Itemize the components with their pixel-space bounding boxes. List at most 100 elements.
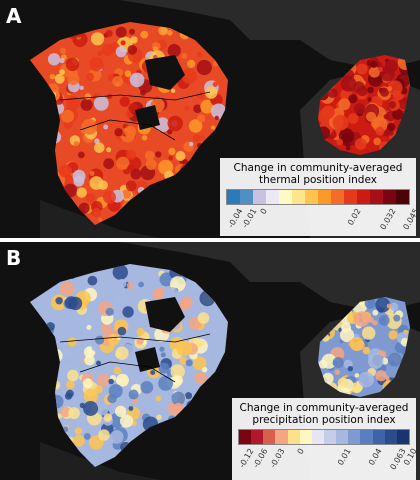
map-patch: [321, 59, 326, 64]
map-patch: [211, 196, 219, 204]
map-patch: [127, 45, 138, 55]
map-patch: [207, 26, 216, 35]
map-patch: [158, 192, 166, 200]
map-patch: [174, 430, 184, 439]
map-patch: [387, 86, 393, 91]
legend-swatch: [336, 430, 349, 444]
map-patch: [375, 126, 385, 136]
map-patch: [195, 424, 204, 433]
map-patch: [337, 377, 349, 389]
map-patch: [388, 130, 394, 136]
legend-swatch: [383, 190, 396, 204]
map-patch: [72, 434, 85, 447]
map-patch: [180, 163, 195, 178]
map-patch: [322, 300, 328, 307]
map-patch: [67, 369, 79, 382]
map-patch: [158, 376, 174, 391]
map-patch: [137, 206, 143, 212]
map-patch: [345, 145, 351, 151]
map-patch: [107, 94, 113, 99]
map-patch: [173, 402, 184, 413]
map-patch: [68, 296, 83, 311]
map-patch: [140, 381, 154, 394]
map-patch: [159, 272, 174, 287]
map-patch: [152, 288, 164, 301]
legend-title-line2-a: thermal position index: [259, 174, 377, 186]
map-patch: [367, 86, 374, 94]
map-patch: [175, 163, 188, 176]
map-patch: [167, 129, 173, 135]
map-patch: [379, 66, 395, 82]
map-patch: [141, 135, 148, 141]
map-patch: [47, 53, 61, 66]
map-patch: [348, 94, 358, 104]
map-patch: [83, 401, 99, 416]
map-patch: [52, 352, 59, 358]
map-patch: [59, 47, 67, 54]
map-patch: [338, 128, 355, 144]
map-patch: [89, 170, 95, 176]
legend-swatch: [370, 190, 383, 204]
map-patch: [357, 85, 368, 97]
map-patch: [96, 403, 109, 416]
map-patch: [114, 128, 123, 137]
map-patch: [321, 306, 330, 315]
map-patch: [329, 66, 337, 74]
europe-a: [318, 55, 410, 155]
map-patch: [214, 435, 224, 444]
legend-tick-label: 0.01: [336, 447, 353, 467]
map-patch: [151, 439, 159, 447]
map-patch: [181, 53, 188, 59]
map-patch: [320, 65, 325, 71]
map-patch: [354, 138, 367, 150]
map-patch: [194, 371, 207, 385]
map-patch: [318, 61, 334, 77]
map-patch: [187, 59, 196, 68]
map-patch: [372, 309, 379, 316]
map-patch: [181, 438, 188, 445]
map-patch: [387, 80, 403, 96]
map-patch: [372, 320, 378, 326]
map-patch: [129, 72, 145, 88]
map-patch: [64, 347, 76, 359]
legend-colorbar-a: [226, 189, 410, 205]
map-patch: [210, 125, 216, 130]
legend-swatch: [251, 430, 264, 444]
legend-title-line1-b: Change in community-averaged: [239, 402, 409, 414]
map-patch: [95, 335, 105, 345]
map-patch: [89, 57, 104, 72]
map-patch: [77, 151, 85, 159]
map-patch: [74, 427, 83, 435]
map-patch: [201, 366, 208, 373]
map-patch: [62, 426, 69, 432]
map-patch: [185, 166, 196, 177]
legend-colorbar-b: [238, 429, 410, 445]
map-patch: [186, 427, 192, 434]
map-patch: [156, 414, 162, 420]
map-patch: [192, 356, 207, 371]
north-america-b: [30, 264, 228, 467]
legend-swatch: [292, 190, 305, 204]
map-patch: [96, 360, 101, 366]
map-patch: [213, 378, 223, 387]
legend-swatch: [344, 190, 357, 204]
map-patch: [46, 322, 55, 331]
map-patch: [128, 389, 139, 400]
map-patch: [87, 275, 98, 286]
map-patch: [150, 370, 156, 375]
map-patch: [341, 322, 352, 333]
map-patch: [179, 454, 186, 461]
map-patch: [47, 278, 55, 286]
map-patch: [59, 69, 65, 75]
map-patch: [170, 364, 185, 379]
map-patch: [321, 105, 335, 119]
map-patch: [183, 105, 189, 111]
map-patch: [182, 159, 188, 165]
map-patch: [199, 290, 216, 307]
legend-swatch: [396, 430, 409, 444]
map-patch: [197, 153, 206, 162]
map-patch: [98, 217, 103, 222]
map-patch: [83, 433, 91, 440]
map-patch: [129, 28, 135, 35]
map-patch: [155, 395, 162, 402]
